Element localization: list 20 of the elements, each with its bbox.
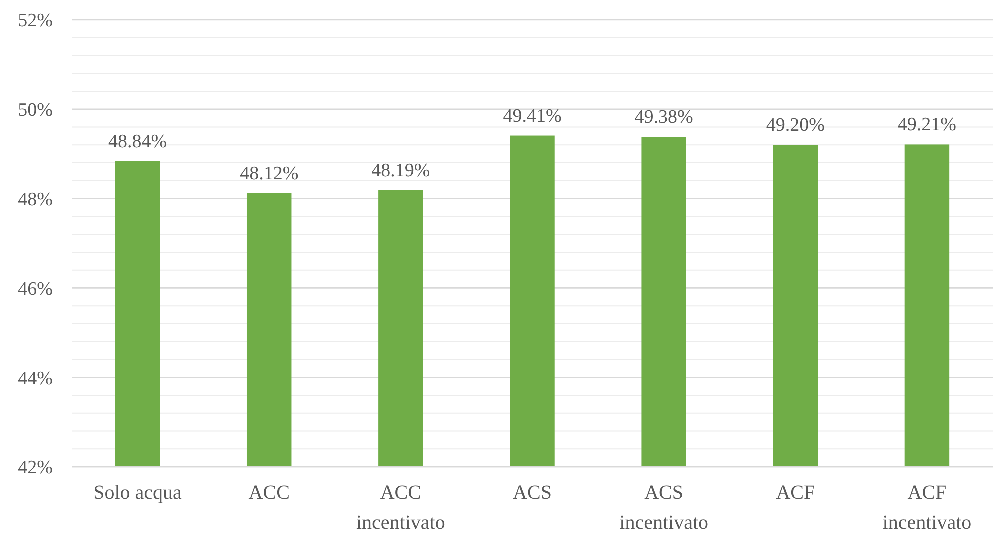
x-tick-label: ACS [513,482,552,504]
y-tick-label: 46% [18,278,54,300]
x-tick-label: ACC incentivato [356,482,446,534]
x-tick-label: ACC [248,482,290,504]
data-label: 49.38% [634,107,694,128]
x-tick-label: ACF [776,482,816,504]
data-label: 48.19% [372,160,430,182]
x-tick-label: ACF incentivato [882,482,972,534]
y-tick-label: 52% [18,10,54,32]
y-tick-label: 44% [18,368,54,390]
y-tick-label: 50% [18,100,54,122]
data-label: 49.20% [766,115,826,136]
y-tick-label: 48% [18,189,54,210]
x-tick-label: Solo acqua [94,482,182,504]
data-label: 49.41% [503,106,562,127]
data-label: 48.12% [240,163,299,184]
data-label: 48.84% [108,131,168,152]
data-label: 49.21% [898,114,957,136]
y-tick-label: 42% [18,458,54,479]
x-tick-label: ACS incentivato [620,482,708,534]
